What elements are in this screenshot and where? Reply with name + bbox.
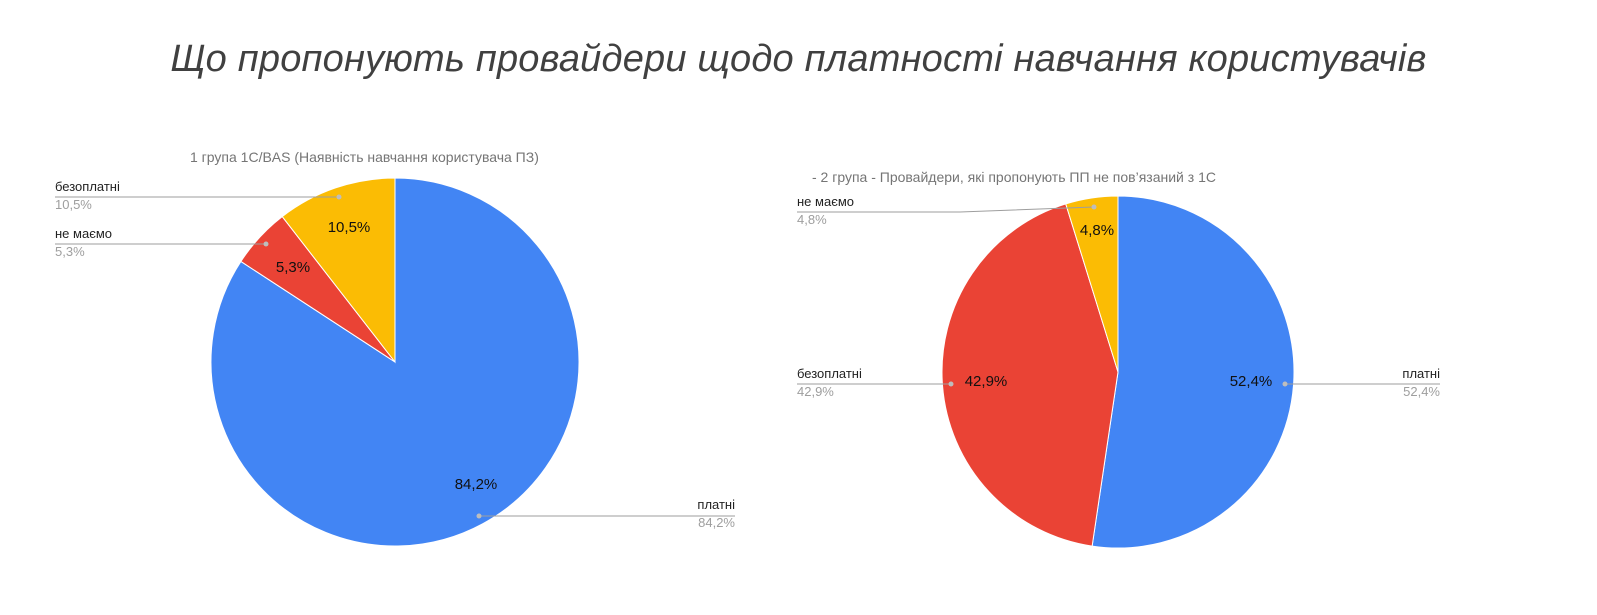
slice-label-не-маємо: 5,3% <box>276 259 310 276</box>
legend-value-платні: 52,4% <box>1403 384 1440 399</box>
legend-value-не-маємо: 5,3% <box>55 244 85 259</box>
page-title: Що пропонують провайдери щодо платності … <box>170 38 1427 80</box>
legend-label-не-маємо: не маємо <box>797 194 854 209</box>
slice-label-безоплатні: 10,5% <box>328 219 371 236</box>
legend-label-не-маємо: не маємо <box>55 226 112 241</box>
slice-label-не-маємо: 4,8% <box>1080 222 1114 239</box>
callout-dot-безоплатні <box>336 194 342 200</box>
legend-label-безоплатні: безоплатні <box>797 366 862 381</box>
pie-slice-платні <box>1091 195 1295 549</box>
pie-slice-безоплатні <box>941 203 1119 547</box>
slice-label-платні: 52,4% <box>1230 373 1273 390</box>
legend-value-безоплатні: 10,5% <box>55 197 92 212</box>
callout-dot-не-маємо <box>263 241 269 247</box>
pie-slice-безоплатні <box>281 177 396 364</box>
slice-label-безоплатні: 42,9% <box>965 373 1008 390</box>
legend-value-безоплатні: 42,9% <box>797 384 834 399</box>
callout-dot-платні <box>1282 381 1288 387</box>
slice-label-платні: 84,2% <box>455 476 498 493</box>
legend-label-безоплатні: безоплатні <box>55 179 120 194</box>
pie-slice-не-маємо <box>1065 195 1119 373</box>
chart-1-title: 1 група 1С/BAS (Наявність навчання корис… <box>190 149 539 165</box>
legend-label-платні: платні <box>1402 366 1440 381</box>
callout-dot-не-маємо <box>1091 204 1097 210</box>
legend-label-платні: платні <box>697 497 735 512</box>
legend-value-платні: 84,2% <box>698 515 735 530</box>
callout-line-не-маємо <box>797 206 1095 213</box>
legend-value-не-маємо: 4,8% <box>797 212 827 227</box>
chart-2-title: - 2 група - Провайдери, які пропонують П… <box>812 169 1216 185</box>
callout-dot-безоплатні <box>948 381 954 387</box>
callout-dot-платні <box>476 513 482 519</box>
